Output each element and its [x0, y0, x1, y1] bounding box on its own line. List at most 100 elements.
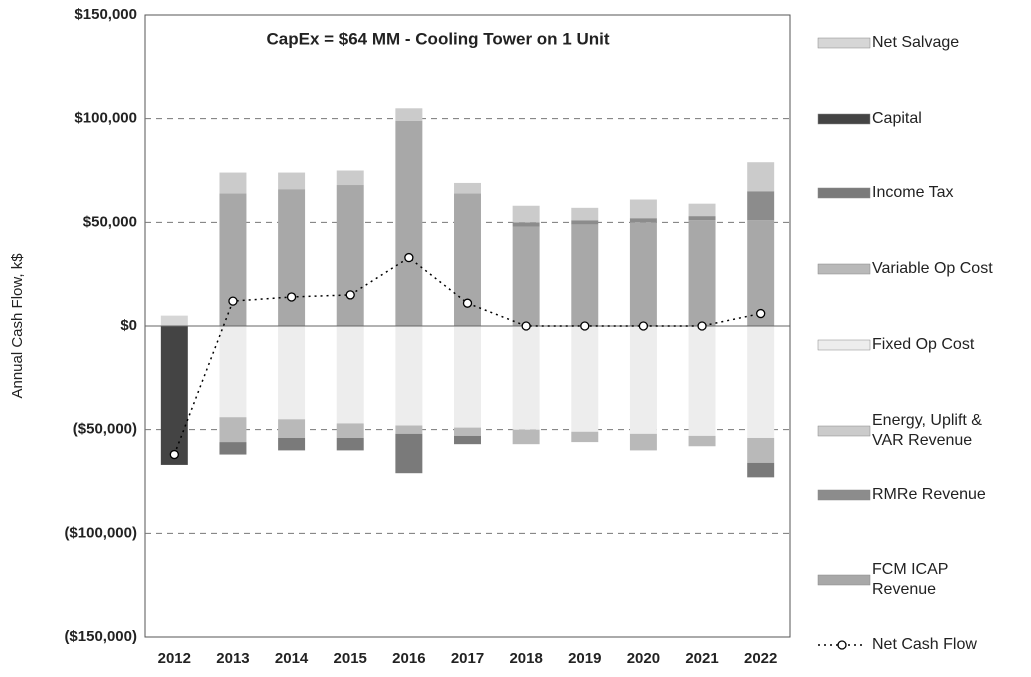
legend-label: Net Cash Flow: [872, 636, 977, 653]
bar-segment: [571, 207, 599, 221]
bar-segment: [278, 419, 306, 438]
legend-marker: [837, 640, 847, 650]
bar-segment: [278, 172, 306, 190]
bar-segment: [160, 326, 188, 465]
bar-segment: [278, 189, 306, 326]
legend-swatch: [817, 187, 871, 199]
legend-swatch: [817, 37, 871, 49]
bar-segment: [629, 433, 657, 451]
bar-segment: [336, 437, 364, 451]
bar-segment: [747, 326, 775, 438]
bar-segment: [629, 326, 657, 434]
legend-swatch: [817, 425, 871, 437]
bar-segment: [395, 326, 423, 426]
chart-title: CapEx = $64 MM - Cooling Tower on 1 Unit: [266, 29, 609, 48]
line-marker: [169, 449, 179, 460]
bar-segment: [571, 326, 599, 432]
bar-segment: [688, 216, 716, 221]
bar-segment: [336, 185, 364, 326]
bar-segment: [629, 218, 657, 223]
bar-segment: [512, 222, 540, 227]
legend-label: Variable Op Cost: [872, 260, 993, 277]
bar-segment: [219, 442, 247, 455]
legend-swatch: [817, 574, 871, 586]
bars: [160, 108, 775, 478]
line-marker: [345, 290, 355, 300]
line-marker: [286, 292, 297, 302]
legend-swatch: [817, 489, 871, 501]
bar-segment: [512, 429, 540, 445]
bar-segment: [688, 326, 716, 436]
bar-segment: [454, 182, 481, 194]
x-tick-label: 2012: [158, 650, 191, 667]
bar-segment: [688, 203, 716, 217]
y-tick-label: $0: [120, 317, 137, 334]
bar-segment: [747, 437, 775, 463]
x-tick-label: 2019: [568, 650, 601, 667]
bar-segment: [219, 326, 247, 418]
bar-segment: [454, 435, 481, 445]
x-tick-label: 2017: [451, 650, 484, 667]
bar-segment: [629, 222, 657, 326]
x-tick-label: 2018: [509, 650, 542, 667]
bar-segment: [395, 425, 423, 434]
bar-segment: [571, 224, 599, 326]
bar-segment: [336, 170, 364, 186]
bar-segment: [512, 226, 540, 326]
bar-segment: [395, 108, 423, 121]
y-tick-label: $100,000: [74, 110, 137, 127]
line-marker: [638, 321, 649, 331]
legend-label: FCM ICAP Revenue: [872, 561, 949, 598]
legend-label: Energy, Uplift & VAR Revenue: [872, 412, 982, 449]
bar-segment: [747, 191, 775, 221]
line-marker: [462, 298, 473, 308]
bar-segment: [336, 326, 364, 424]
line-marker: [404, 252, 414, 263]
x-tick-label: 2021: [685, 650, 718, 667]
legend-label: Capital: [872, 110, 922, 127]
y-tick-label: ($150,000): [64, 628, 137, 645]
bar-segment: [571, 431, 599, 443]
bar-segment: [688, 435, 716, 447]
bar-segment: [512, 205, 540, 223]
line-series: [173, 256, 761, 455]
bar-segment: [278, 437, 306, 451]
line-marker: [521, 321, 531, 331]
bar-segment: [395, 120, 423, 327]
bar-segment: [571, 220, 599, 225]
bar-segment: [395, 433, 423, 474]
legend-label: RMRe Revenue: [872, 486, 986, 503]
bar-segment: [454, 427, 481, 436]
bar-segment: [278, 326, 306, 420]
bar-segment: [219, 417, 247, 443]
y-tick-label: $50,000: [83, 213, 137, 230]
y-axis-label: Annual Cash Flow, k$: [9, 253, 26, 399]
legend-label: Fixed Op Cost: [872, 336, 975, 353]
bar-segment: [747, 462, 775, 478]
y-tick-label: $150,000: [74, 6, 137, 23]
x-tick-label: 2016: [392, 650, 425, 667]
y-tick-label: ($100,000): [64, 524, 137, 541]
bar-segment: [219, 172, 247, 194]
bar-segment: [512, 326, 540, 430]
bar-segment: [688, 220, 716, 326]
bar-segment: [747, 220, 775, 326]
bar-segment: [747, 162, 775, 192]
x-tick-label: 2020: [627, 650, 660, 667]
line-marker: [580, 321, 590, 331]
x-tick-label: 2013: [216, 650, 249, 667]
x-tick-label: 2015: [334, 650, 367, 667]
legend-label: Income Tax: [872, 184, 954, 201]
x-tick-label: 2022: [744, 650, 777, 667]
bar-segment: [454, 326, 481, 428]
legend-swatch: [817, 339, 871, 351]
legend-swatch: [817, 263, 871, 275]
y-tick-label: ($50,000): [73, 421, 137, 438]
bar-segment: [160, 315, 188, 326]
legend-label: Net Salvage: [872, 34, 960, 51]
bar-segment: [219, 193, 247, 326]
legend-swatch: [817, 113, 871, 125]
line-marker: [697, 321, 707, 331]
